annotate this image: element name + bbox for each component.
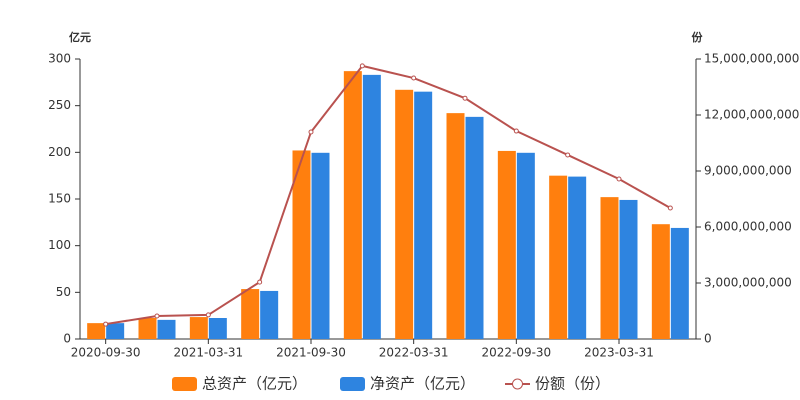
bar [138, 318, 157, 339]
legend: 总资产（亿元） 净资产（亿元） 份额（份） [172, 375, 610, 393]
line-point [565, 152, 571, 158]
bar [157, 319, 176, 339]
x-tick-label: 2022-03-31 [379, 346, 449, 360]
bar [208, 318, 227, 339]
y-axis-label: 亿元 [69, 30, 91, 44]
bar [600, 197, 619, 339]
bar [395, 89, 414, 339]
bar [189, 317, 208, 339]
legend-label: 总资产（亿元） [202, 375, 307, 393]
line-point [205, 312, 211, 318]
y2-tick-label: 6,000,000,000 [704, 220, 792, 234]
bar [362, 74, 381, 339]
legend-swatch [340, 377, 365, 391]
x-tick-label: 2021-03-31 [173, 346, 243, 360]
y2-axis-label: 份 [692, 30, 704, 44]
y2-tick-label: 12,000,000,000 [704, 108, 799, 122]
line-point [359, 63, 365, 69]
bar [670, 227, 689, 339]
bar [241, 289, 260, 339]
bar [619, 199, 638, 339]
line-point [462, 95, 468, 101]
y-tick-label: 300 [48, 52, 71, 66]
y-tick-label: 150 [48, 192, 71, 206]
y-tick-label: 100 [48, 238, 71, 252]
line-point [103, 321, 109, 327]
line-point [411, 75, 417, 81]
bar [497, 150, 516, 339]
bar [549, 175, 568, 339]
line-point [667, 205, 673, 211]
bar [465, 116, 484, 339]
line-point [154, 313, 160, 319]
x-tick-label: 2020-09-30 [71, 346, 141, 360]
y2-tick-label: 9,000,000,000 [704, 164, 792, 178]
y-tick-label: 250 [48, 98, 71, 112]
line [105, 64, 671, 326]
bar [651, 224, 670, 339]
x-tick-label: 2023-03-31 [584, 346, 654, 360]
line-point [513, 128, 519, 134]
x-tick-label: 2021-09-30 [276, 346, 346, 360]
y-tick-label: 0 [63, 332, 71, 346]
bar [260, 290, 279, 339]
y2-tick-label: 0 [704, 332, 712, 346]
bar [343, 71, 362, 339]
bar [446, 113, 465, 339]
y-tick-label: 200 [48, 145, 71, 159]
legend-label: 份额（份） [535, 375, 610, 393]
y2-tick-label: 15,000,000,000 [704, 52, 799, 66]
bar [568, 176, 587, 339]
legend-swatch [172, 377, 197, 391]
bar [87, 323, 106, 339]
bar [311, 152, 330, 339]
bar [414, 91, 433, 340]
bar [106, 323, 125, 339]
line-point [257, 279, 263, 285]
y-tick-label: 50 [56, 285, 71, 299]
y2-tick-label: 3,000,000,000 [704, 276, 792, 290]
x-tick-label: 2022-09-30 [481, 346, 551, 360]
legend-label: 净资产（亿元） [370, 375, 475, 393]
line-point [308, 129, 314, 135]
legend-swatch [512, 378, 523, 390]
line-point [616, 176, 622, 182]
bar [516, 152, 535, 339]
bar [292, 150, 311, 339]
